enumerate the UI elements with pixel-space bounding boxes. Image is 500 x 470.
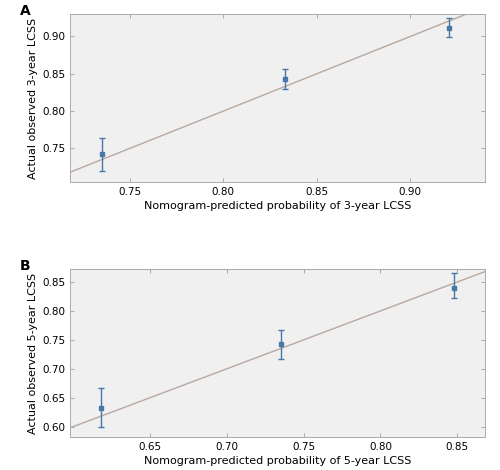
- X-axis label: Nomogram-predicted probability of 3-year LCSS: Nomogram-predicted probability of 3-year…: [144, 201, 411, 211]
- Text: A: A: [20, 4, 31, 18]
- Text: B: B: [20, 259, 31, 273]
- Y-axis label: Actual observed 5-year LCSS: Actual observed 5-year LCSS: [28, 273, 38, 434]
- Y-axis label: Actual observed 3-year LCSS: Actual observed 3-year LCSS: [28, 17, 38, 179]
- X-axis label: Nomogram-predicted probability of 5-year LCSS: Nomogram-predicted probability of 5-year…: [144, 456, 411, 466]
